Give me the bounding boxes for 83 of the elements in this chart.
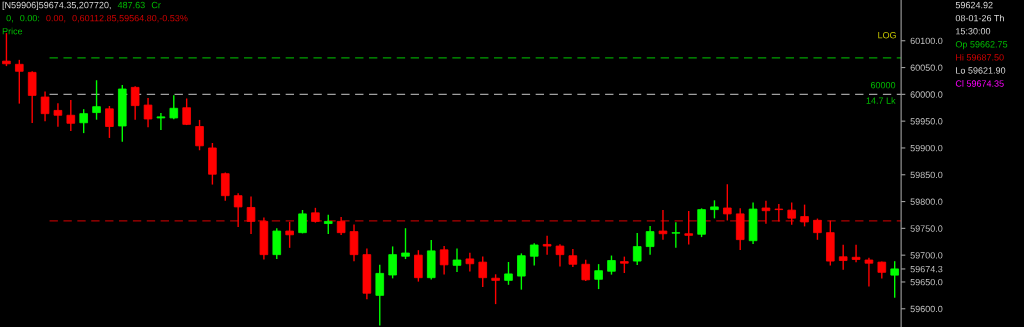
ref-line-label: 60000 (870, 82, 896, 89)
text: 15:30:00 (956, 28, 991, 35)
candlestick (401, 228, 410, 260)
y-tick-label: 59650.0 (910, 278, 943, 286)
candlestick (723, 184, 732, 221)
candlestick (645, 226, 655, 255)
candlestick (53, 103, 63, 127)
text: 08-01-26 Th (955, 14, 1004, 22)
candlestick (130, 86, 140, 120)
candlestick (864, 257, 874, 287)
candlestick (658, 209, 668, 240)
annotation: Price (2, 27, 23, 35)
candlestick (233, 193, 243, 227)
annotation: [N59906]59674.35,207720, (2, 1, 111, 11)
candlestick (581, 259, 591, 282)
candlestick (478, 256, 488, 287)
y-tick-label: 59674.3 (910, 265, 943, 273)
annotation: 0.00, (46, 14, 66, 23)
y-tick-label: 60050.0 (910, 64, 943, 71)
y-tick-label: 59600.0 (910, 305, 943, 313)
candlestick (388, 246, 397, 279)
candlestick (465, 252, 475, 272)
candlestick (221, 172, 230, 201)
candlestick (246, 196, 256, 234)
candlestick (542, 235, 552, 255)
candlestick (414, 250, 423, 282)
candlestick (79, 109, 88, 134)
candlestick (27, 71, 37, 123)
y-tick-label: 59800.0 (910, 198, 943, 205)
candlestick (195, 119, 204, 151)
candlestick (671, 222, 681, 248)
candlestick (156, 112, 166, 130)
candlestick (555, 244, 565, 267)
y-tick-label: 60100.0 (910, 37, 943, 45)
candlestick (774, 204, 784, 222)
y-tick-label: 59950.0 (910, 118, 943, 125)
y-tick-label: 59850.0 (910, 171, 943, 179)
candlestick (491, 274, 500, 305)
text: Op 59662.75 (955, 41, 1008, 50)
candlestick (375, 264, 385, 326)
candlestick (349, 224, 359, 262)
candlestick (15, 59, 24, 104)
annotation: 0,60112.85,59564.80,-0.53% (72, 14, 188, 23)
candlestick (2, 33, 11, 67)
candlestick (787, 202, 796, 225)
candlestick (182, 98, 191, 126)
candlestick (800, 204, 809, 227)
annotation: 487.63 (117, 1, 145, 9)
candlestick (594, 264, 603, 290)
candlestick (851, 244, 861, 263)
candlestick (632, 233, 642, 265)
candlestick (66, 100, 76, 131)
candlestick (452, 248, 462, 272)
candlestick (529, 243, 539, 266)
text: 59624.92 (955, 1, 993, 9)
text: Lo 59621.90 (956, 67, 1006, 74)
y-tick-label: 59750.0 (910, 225, 943, 232)
candlestick (504, 261, 513, 285)
candlestick (517, 253, 526, 290)
annotation: 0.00: (20, 14, 40, 22)
candlestick (169, 95, 179, 120)
candlestick (813, 218, 822, 240)
annotation: 14.7 Lk (866, 97, 896, 104)
candlestick (40, 91, 50, 122)
candlestick (105, 105, 114, 138)
y-tick-label: 59700.0 (910, 252, 943, 259)
candlestick (761, 200, 771, 224)
y-tick-label: 60000.0 (910, 91, 943, 98)
text: Cl 59674.35 (955, 80, 1004, 87)
annotation: LOG (878, 32, 896, 39)
candlestick (285, 221, 294, 248)
candlestick (684, 211, 693, 245)
candlestick (272, 228, 282, 260)
candlestick (838, 244, 848, 270)
candlestick (298, 209, 307, 234)
candlestick (439, 245, 449, 275)
candlestick (92, 80, 101, 120)
candlestick (143, 97, 153, 128)
candlestick (890, 261, 899, 298)
y-tick-label: 59900.0 (910, 144, 943, 152)
annotation: Cr (151, 1, 161, 9)
annotation: 0, (6, 14, 13, 23)
text: Hi 59687.50 (956, 53, 1004, 61)
